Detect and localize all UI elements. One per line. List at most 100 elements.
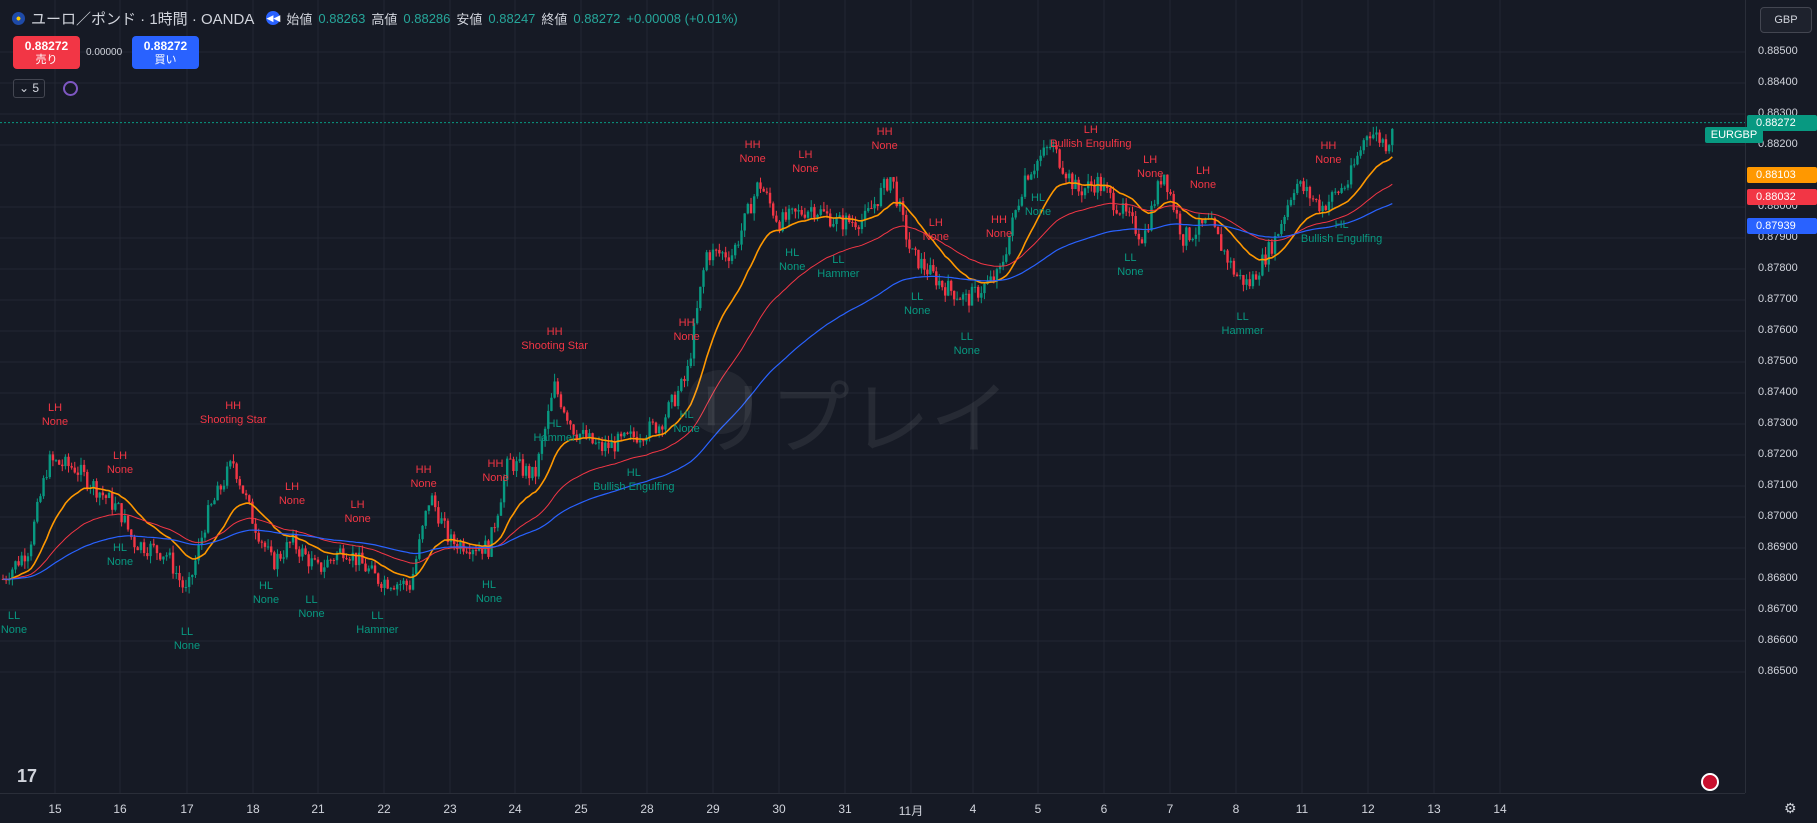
candle-body xyxy=(708,252,712,261)
candle-body xyxy=(566,412,569,421)
candle-body xyxy=(1191,238,1194,241)
candle-body xyxy=(1169,192,1172,195)
candle-body xyxy=(638,440,642,443)
time-axis[interactable]: 15 16 17 18 21 22 23 24 25 28 29 30 31 11月 4 5 6 7 8 11 12 13… xyxy=(0,793,1745,823)
candle-body xyxy=(481,548,484,554)
candle-body xyxy=(531,466,534,479)
gear-icon[interactable]: ⚙ xyxy=(1784,800,1797,816)
candle-body xyxy=(998,266,1002,270)
candle-body xyxy=(794,208,797,212)
swing-type: LL xyxy=(1124,252,1137,265)
swing-type: HL xyxy=(785,247,800,260)
candle-body xyxy=(471,550,475,555)
swing-type: LH xyxy=(1083,124,1098,137)
candle-body xyxy=(402,580,405,585)
currency-button[interactable]: GBP xyxy=(1760,7,1812,33)
candle-body xyxy=(1045,147,1049,149)
price-tick-label: 0.87100 xyxy=(1758,479,1798,491)
candle-body xyxy=(104,495,108,498)
indicator-collapse-button[interactable]: ⌄ 5 xyxy=(13,79,45,98)
candlestick-chart[interactable] xyxy=(0,0,1745,793)
candle-body xyxy=(980,293,983,298)
candle-body xyxy=(1175,209,1179,214)
candle-body xyxy=(1242,275,1245,285)
candle-body xyxy=(73,467,76,473)
candle-body xyxy=(1039,155,1042,161)
buy-button[interactable]: 0.88272 買い xyxy=(132,36,199,69)
pattern-name: None xyxy=(173,639,201,652)
candle-body xyxy=(540,440,544,454)
candle-body xyxy=(345,558,348,560)
tradingview-logo-icon[interactable]: 17 xyxy=(17,766,38,786)
candle-body xyxy=(449,534,453,542)
candle-body xyxy=(335,552,339,561)
change-value: +0.00008 (+0.01%) xyxy=(626,10,738,26)
close-value: 0.88272 xyxy=(573,10,621,26)
candle-body xyxy=(851,221,854,223)
candle-body xyxy=(348,559,351,561)
candle-body xyxy=(1143,230,1147,244)
candle-body xyxy=(1083,188,1087,196)
time-tick-label: 15 xyxy=(48,802,62,816)
swing-type: HH xyxy=(546,325,563,338)
candle-body xyxy=(1346,184,1350,188)
indicator-circle-icon[interactable] xyxy=(63,81,78,96)
candle-body xyxy=(168,552,172,556)
candle-body xyxy=(184,587,188,589)
swing-low-label: HL None xyxy=(1025,191,1051,219)
swing-type: HH xyxy=(678,316,695,329)
candle-body xyxy=(1273,236,1277,254)
candle-body xyxy=(1134,216,1137,234)
pattern-name: Hammer xyxy=(1221,324,1264,337)
candle-body xyxy=(39,496,42,502)
candle-body xyxy=(534,466,537,477)
price-tick-label: 0.87000 xyxy=(1758,510,1798,522)
pattern-name: None xyxy=(106,555,134,568)
candle-body xyxy=(474,550,478,552)
pattern-name: None xyxy=(0,624,28,636)
candle-body xyxy=(905,214,908,240)
pattern-name: None xyxy=(673,422,700,435)
pattern-name: Bullish Engulfing xyxy=(1300,233,1383,246)
candle-body xyxy=(206,505,210,533)
sell-button[interactable]: 0.88272 売り xyxy=(13,36,80,69)
candle-body xyxy=(11,569,14,580)
candle-body xyxy=(1391,128,1394,146)
candle-body xyxy=(392,588,396,590)
price-tick-label: 0.88200 xyxy=(1758,138,1798,150)
candle-body xyxy=(1289,199,1293,206)
time-tick-label: 31 xyxy=(838,802,852,816)
time-tick-label: 23 xyxy=(443,802,457,816)
price-axis[interactable]: 0.88500 0.88400 0.88300 0.88200 0.88000 0.879… xyxy=(1745,0,1817,793)
candle-body xyxy=(917,249,920,269)
candle-body xyxy=(229,461,232,467)
pattern-name: Shooting Star xyxy=(521,339,588,352)
candle-body xyxy=(651,421,655,423)
uk-flag-icon[interactable] xyxy=(1701,773,1719,791)
candle-body xyxy=(440,518,443,524)
candle-body xyxy=(1140,239,1144,244)
candle-body xyxy=(967,293,971,306)
candle-body xyxy=(282,557,285,559)
candle-body xyxy=(364,563,367,572)
swing-type: LL xyxy=(371,610,384,622)
candle-body xyxy=(1311,198,1315,200)
candle-body xyxy=(251,501,254,524)
candle-body xyxy=(1102,184,1106,191)
candle-body xyxy=(648,421,651,438)
replay-icon[interactable]: ◀◀ xyxy=(266,11,281,25)
candle-body xyxy=(1337,191,1340,193)
candle-body xyxy=(572,424,575,435)
candle-body xyxy=(901,201,905,215)
candle-body xyxy=(629,431,632,434)
chart-area[interactable]: リプレイ LH None LH None HH Shooting Star LH None LH… xyxy=(0,0,1745,793)
candle-body xyxy=(1048,146,1052,148)
candle-body xyxy=(76,472,80,475)
candle-body xyxy=(1229,260,1232,263)
symbol-title[interactable]: ユーロ／ポンド · 1時間 · OANDA xyxy=(31,10,255,28)
candle-body xyxy=(1005,254,1008,262)
candle-body xyxy=(952,290,956,300)
candle-body xyxy=(1105,184,1109,189)
candle-body xyxy=(1033,170,1036,175)
candle-body xyxy=(1318,199,1321,212)
